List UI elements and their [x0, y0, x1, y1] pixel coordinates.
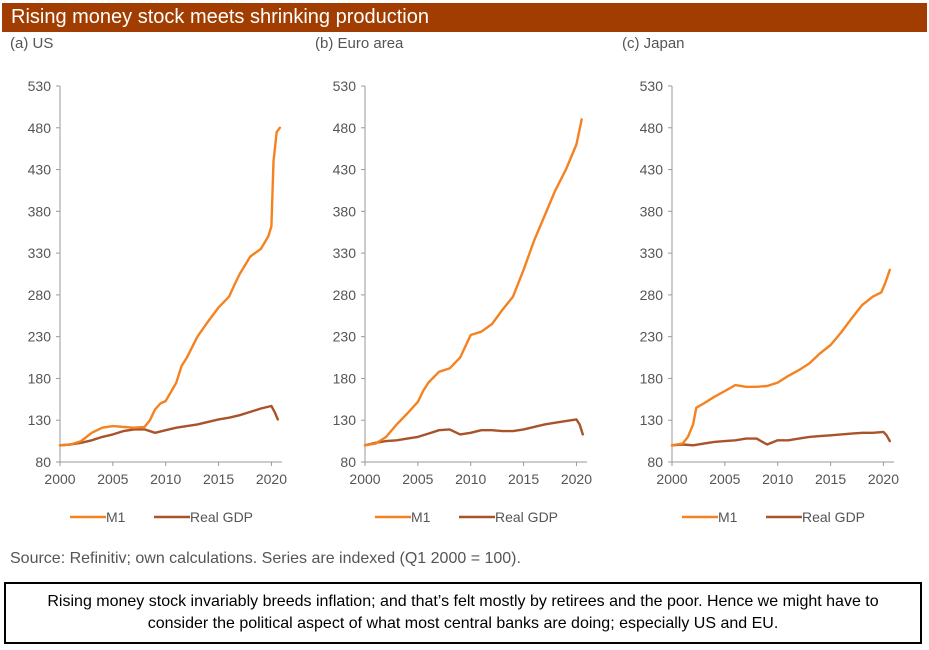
chart-title: (b) Euro area — [315, 35, 404, 52]
figure-title: Rising money stock meets shrinking produ… — [11, 6, 429, 28]
series-line-m1 — [670, 268, 891, 447]
y-tick-label: 380 — [640, 203, 664, 219]
chart-us: 80 130 180 230 280 330 380 430 480 530 2000 2005 201… — [28, 78, 288, 525]
legend-label: Real GDP — [802, 509, 865, 525]
x-tick-label: 2000 — [44, 471, 75, 487]
chart-title: (a) US — [10, 35, 54, 52]
y-tick-label: 380 — [28, 203, 52, 219]
chart-japan: 80 130 180 230 280 330 380 430 480 530 2000 2005 201… — [640, 78, 900, 525]
x-tick-label: 2015 — [815, 471, 846, 487]
chart-euro: 80 130 180 230 280 330 380 430 480 530 2000 2005 201… — [333, 78, 593, 525]
series-line-real-gdp — [363, 418, 584, 447]
x-tick-label: 2010 — [455, 471, 486, 487]
x-tick-label: 2020 — [868, 471, 899, 487]
y-tick-label: 230 — [28, 329, 52, 345]
commentary-box: Rising money stock invariably breeds inf… — [4, 582, 922, 644]
y-tick-label: 280 — [28, 287, 52, 303]
y-tick-label: 280 — [640, 287, 664, 303]
x-tick-label: 2015 — [203, 471, 234, 487]
x-tick-label: 2005 — [97, 471, 128, 487]
y-tick-label: 380 — [333, 203, 357, 219]
y-tick-label: 530 — [640, 78, 664, 94]
y-tick-label: 430 — [640, 162, 664, 178]
y-tick-label: 230 — [333, 329, 357, 345]
series-line-m1 — [58, 126, 282, 447]
chart-title: (c) Japan — [622, 35, 685, 52]
x-tick-label: 2020 — [256, 471, 287, 487]
legend-label: M1 — [106, 509, 126, 525]
legend-label: Real GDP — [190, 509, 253, 525]
y-tick-label: 530 — [28, 78, 52, 94]
source-note: Source: Refinitiv; own calculations. Ser… — [10, 550, 521, 567]
y-tick-label: 180 — [640, 370, 664, 386]
y-tick-label: 430 — [28, 162, 52, 178]
x-tick-label: 2000 — [656, 471, 687, 487]
y-tick-label: 330 — [640, 245, 664, 261]
y-tick-label: 530 — [333, 78, 357, 94]
y-tick-label: 480 — [28, 120, 52, 136]
y-tick-label: 230 — [640, 329, 664, 345]
x-tick-label: 2010 — [762, 471, 793, 487]
y-tick-label: 180 — [28, 370, 52, 386]
x-tick-label: 2000 — [349, 471, 380, 487]
legend-label: M1 — [718, 509, 738, 525]
x-tick-label: 2010 — [150, 471, 181, 487]
y-tick-label: 130 — [640, 412, 664, 428]
legend-label: M1 — [411, 509, 431, 525]
y-tick-label: 480 — [333, 120, 357, 136]
y-tick-label: 130 — [28, 412, 52, 428]
title-bar: Rising money stock meets shrinking produ… — [2, 3, 927, 32]
y-tick-label: 330 — [28, 245, 52, 261]
y-tick-label: 80 — [35, 454, 51, 470]
y-tick-label: 80 — [647, 454, 663, 470]
y-tick-label: 330 — [333, 245, 357, 261]
x-tick-label: 2015 — [508, 471, 539, 487]
y-tick-label: 280 — [333, 287, 357, 303]
y-tick-label: 430 — [333, 162, 357, 178]
y-tick-label: 130 — [333, 412, 357, 428]
y-tick-label: 80 — [340, 454, 356, 470]
x-tick-label: 2005 — [402, 471, 433, 487]
x-tick-label: 2020 — [561, 471, 592, 487]
x-tick-label: 2005 — [709, 471, 740, 487]
y-tick-label: 180 — [333, 370, 357, 386]
series-line-real-gdp — [670, 430, 891, 447]
commentary-text: Rising money stock invariably breeds inf… — [47, 593, 879, 632]
series-line-real-gdp — [58, 404, 279, 447]
series-line-m1 — [363, 118, 583, 447]
legend-label: Real GDP — [495, 509, 558, 525]
y-tick-label: 480 — [640, 120, 664, 136]
